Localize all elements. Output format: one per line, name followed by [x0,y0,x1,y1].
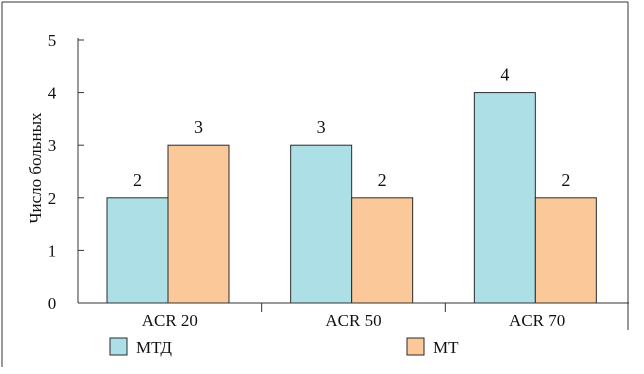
bar [534,197,597,304]
legend-swatch [109,337,128,356]
y-axis-title: Число больных [26,112,45,224]
legend-swatch [406,337,425,356]
legend-label: МТ [433,338,459,357]
plot-area [106,92,597,304]
bar-value-label: 2 [561,170,570,190]
y-tick-label: 3 [48,136,57,155]
y-tick-label: 4 [48,84,57,103]
legend: МТД МТ [109,337,459,357]
axes: 0 1 2 3 4 5 ACR 20 ACR 50 ACR 70 [48,31,629,330]
x-category-label: ACR 50 [325,311,381,330]
bar-value-label: 3 [194,117,203,137]
bar [167,144,230,304]
bar-value-label: 4 [500,65,509,85]
bar [290,144,353,304]
data-labels: 2 3 3 2 4 2 [133,65,570,190]
legend-label: МТД [136,338,172,357]
x-category-label: ACR 70 [509,311,565,330]
bar [106,197,169,304]
y-tick-label: 2 [48,189,57,208]
bar [473,92,536,304]
x-category-label: ACR 20 [142,311,198,330]
bar [351,197,414,304]
bar-value-label: 2 [133,170,142,190]
y-tick-label: 5 [48,31,57,50]
bar-value-label: 2 [378,170,387,190]
bar-value-label: 3 [317,117,326,137]
y-tick-label: 1 [48,241,57,260]
y-tick-label: 0 [48,294,57,313]
